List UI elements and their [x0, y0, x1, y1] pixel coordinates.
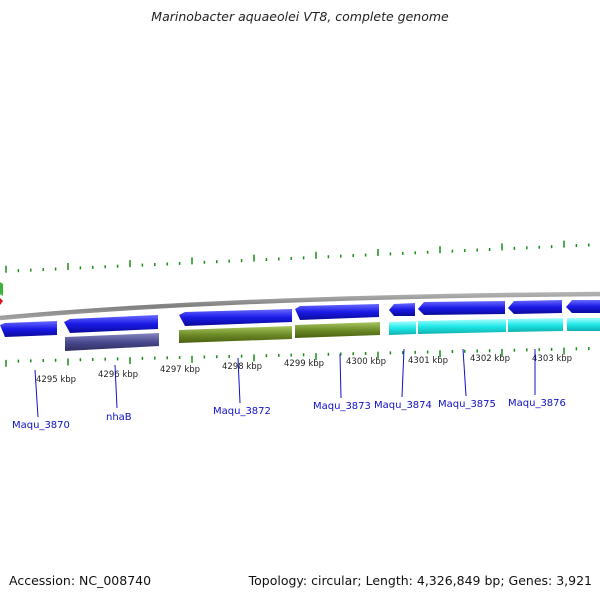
gene-block — [418, 319, 506, 334]
forward-strand-genes — [0, 300, 600, 337]
leader-line — [114, 364, 118, 409]
gene-block — [567, 318, 600, 331]
gene-arrow — [418, 301, 505, 315]
scale-label: 4301 kbp — [408, 356, 448, 366]
scale-label: 4299 kbp — [284, 359, 324, 369]
scale-label: 4295 kbp — [36, 375, 76, 385]
scale-label: 4297 kbp — [160, 365, 200, 375]
scale-track — [5, 347, 590, 367]
accession-text: Accession: NC_008740 — [9, 573, 152, 588]
gene-block — [389, 321, 416, 335]
leader-line — [339, 353, 342, 399]
gene-block — [295, 322, 380, 338]
gene-label-maqu-3870: Maqu_3870 — [12, 420, 70, 431]
gene-label-maqu-3873: Maqu_3873 — [313, 401, 371, 412]
gene-arrow — [64, 315, 158, 333]
gene-arrow — [508, 300, 562, 314]
gene-block — [179, 326, 292, 343]
leader-line — [462, 348, 467, 397]
genome-backbone — [0, 291, 600, 321]
scale-labels: 4295 kbp 4296 kbp 4297 kbp 4298 kbp 4299… — [36, 354, 572, 385]
gene-block — [508, 318, 563, 332]
gene-label-maqu-3876: Maqu_3876 — [508, 398, 566, 409]
gene-label-maqu-3874: Maqu_3874 — [374, 400, 432, 411]
gene-arrow — [566, 300, 600, 313]
scale-label: 4298 kbp — [222, 362, 262, 372]
edge-marker-red — [0, 298, 3, 305]
gene-arrow — [295, 304, 379, 320]
edge-marker-green — [0, 282, 3, 296]
scale-label: 4300 kbp — [346, 357, 386, 367]
gene-block — [65, 333, 159, 351]
gene-label-maqu-3872: Maqu_3872 — [213, 406, 271, 417]
leader-line — [237, 357, 241, 404]
leader-line — [401, 348, 405, 398]
gene-label-leaders — [34, 348, 536, 418]
gene-label-nhab: nhaB — [106, 412, 132, 423]
gene-arrow — [179, 309, 292, 326]
gene-labels: Maqu_3870 nhaB Maqu_3872 Maqu_3873 Maqu_… — [12, 398, 566, 431]
scale-label: 4296 kbp — [98, 370, 138, 380]
scale-label: 4303 kbp — [532, 354, 572, 364]
gene-label-maqu-3875: Maqu_3875 — [438, 399, 496, 410]
gc-skew-track — [5, 240, 590, 273]
topology-text: Topology: circular; Length: 4,326,849 bp… — [248, 573, 592, 588]
scale-label: 4302 kbp — [470, 354, 510, 364]
product-genes — [65, 318, 600, 351]
leader-line — [34, 369, 39, 418]
map-title: Marinobacter aquaeolei VT8, complete gen… — [151, 9, 449, 24]
gene-arrow — [389, 303, 415, 316]
gene-arrow — [0, 321, 57, 337]
